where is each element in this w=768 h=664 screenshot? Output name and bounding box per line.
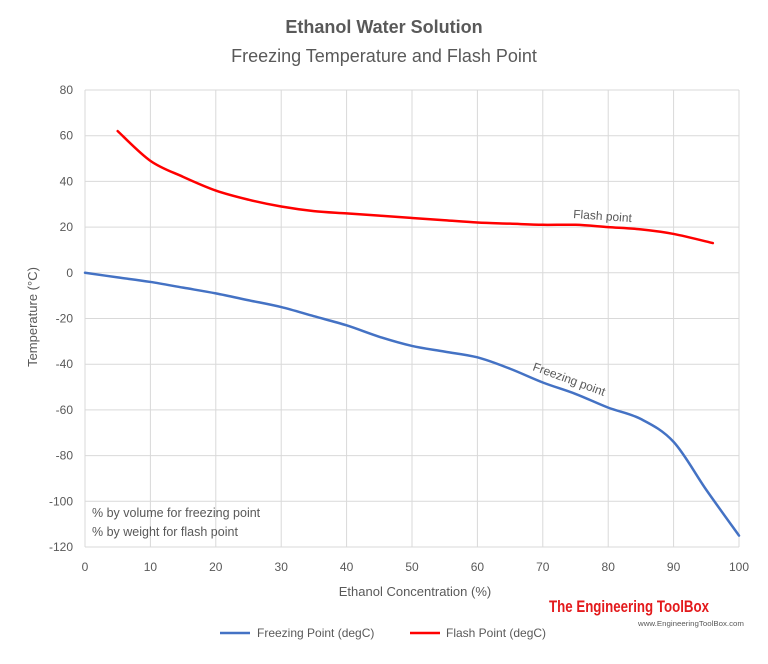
y-tick-label: -20 [56, 312, 74, 326]
x-tick-label: 50 [405, 560, 419, 574]
grid-lines [84, 89, 740, 548]
freezing-point-line [83, 271, 741, 537]
y-tick-label: -80 [56, 449, 74, 463]
y-tick-label: -100 [49, 494, 73, 508]
x-tick-label: 70 [536, 560, 550, 574]
legend: Freezing Point (degC) Flash Point (degC) [220, 626, 546, 640]
y-tick-label: 40 [60, 174, 74, 188]
y-tick-label: 80 [60, 83, 74, 97]
logo-text: The Engineering ToolBox [549, 597, 709, 616]
x-tick-label: 100 [729, 560, 749, 574]
x-tick-label: 30 [275, 560, 289, 574]
engineering-toolbox-logo: The Engineering ToolBox www.EngineeringT… [549, 597, 744, 628]
x-tick-label: 90 [667, 560, 681, 574]
y-axis-tick-labels: 80 60 40 20 0 -20 -40 -60 -80 -100 -120 [49, 83, 73, 554]
logo-url: www.EngineeringToolBox.com [637, 621, 744, 628]
y-tick-label: -60 [56, 403, 74, 417]
y-tick-label: -120 [49, 540, 73, 554]
data-series [83, 129, 741, 537]
y-tick-label: 20 [60, 220, 74, 234]
note-volume: % by volume for freezing point [92, 506, 261, 520]
x-tick-label: 20 [209, 560, 223, 574]
x-axis-tick-labels: 0 10 20 30 40 50 60 70 80 90 100 [82, 560, 750, 574]
y-axis-label: Temperature (°C) [25, 267, 40, 367]
note-weight: % by weight for flash point [92, 525, 238, 539]
x-axis-label: Ethanol Concentration (%) [339, 584, 491, 599]
x-tick-label: 40 [340, 560, 354, 574]
flash-point-annotation: Flash point [573, 207, 633, 225]
x-tick-label: 80 [602, 560, 616, 574]
legend-label-flash: Flash Point (degC) [446, 626, 546, 640]
y-tick-label: 0 [66, 266, 73, 280]
y-tick-label: 60 [60, 129, 74, 143]
chart-title: Ethanol Water Solution [285, 17, 482, 37]
x-tick-label: 0 [82, 560, 89, 574]
x-tick-label: 10 [144, 560, 158, 574]
x-tick-label: 60 [471, 560, 485, 574]
y-tick-label: -40 [56, 357, 74, 371]
flash-point-line [116, 129, 715, 245]
chart-subtitle: Freezing Temperature and Flash Point [231, 46, 537, 66]
legend-label-freezing: Freezing Point (degC) [257, 626, 374, 640]
